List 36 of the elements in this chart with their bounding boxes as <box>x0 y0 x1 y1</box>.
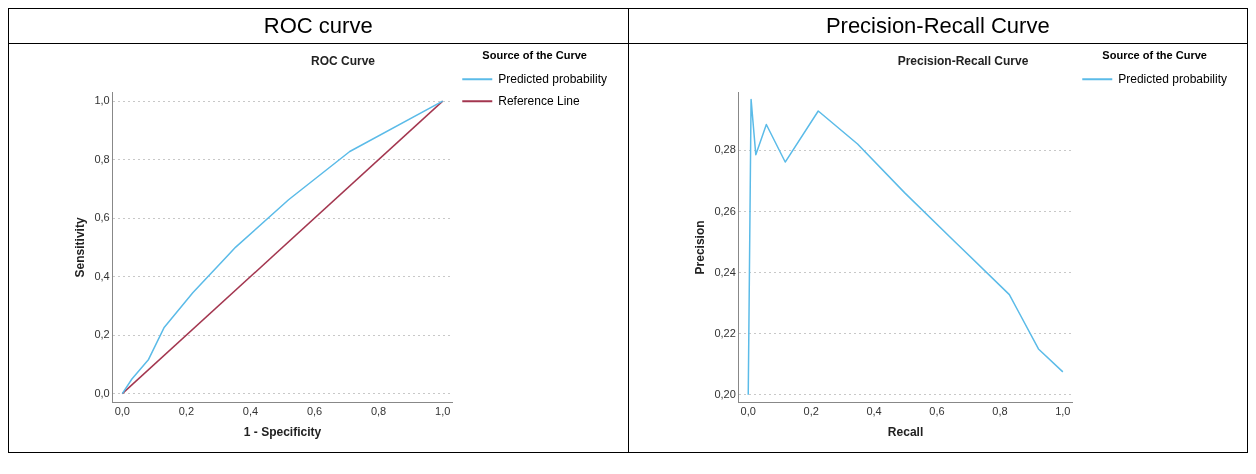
chart-title: Precision-Recall Curve <box>628 9 1247 44</box>
x-tick-label: 0,6 <box>306 405 323 418</box>
legend-title: Source of the Curve <box>1101 48 1207 61</box>
legend-label: Predicted probability <box>1117 71 1227 86</box>
x-tick-label: 0,2 <box>803 405 819 418</box>
y-tick-label: 0,4 <box>94 269 110 282</box>
x-tick-label: 0,8 <box>991 405 1008 418</box>
x-tick-label: 0,8 <box>370 405 387 418</box>
y-tick-label: 0,22 <box>713 326 736 339</box>
x-tick-label: 1,0 <box>435 405 451 418</box>
chart-title: ROC curve <box>9 9 628 44</box>
y-tick-label: 0,0 <box>94 386 110 399</box>
x-tick-label: 0,6 <box>928 405 945 418</box>
x-tick-label: 0,2 <box>178 405 195 418</box>
y-tick-label: 0,24 <box>713 265 736 278</box>
y-tick-label: 0,20 <box>713 387 736 400</box>
legend-label: Reference Line <box>498 93 580 108</box>
y-tick-label: 0,6 <box>94 211 110 224</box>
y-tick-label: 0,28 <box>713 143 736 156</box>
y-tick-label: 0,8 <box>94 152 110 165</box>
legend-label: Predicted probability <box>498 71 608 86</box>
y-tick-label: 1,0 <box>94 94 110 107</box>
legend-title: Source of the Curve <box>482 48 587 61</box>
y-tick-label: 0,26 <box>713 204 736 217</box>
x-tick-label: 0,0 <box>740 405 756 418</box>
x-axis-title: 1 - Specificity <box>243 425 322 440</box>
y-axis-title: Sensitivity <box>72 217 87 278</box>
x-axis-title: Recall <box>887 425 923 440</box>
x-tick-label: 1,0 <box>1054 405 1070 418</box>
chart-subtitle: ROC Curve <box>310 53 376 68</box>
x-tick-label: 0,4 <box>242 405 259 418</box>
y-tick-label: 0,2 <box>94 328 110 341</box>
y-axis-title: Precision <box>692 220 707 275</box>
x-tick-label: 0,4 <box>865 405 882 418</box>
chart-subtitle: Precision-Recall Curve <box>897 53 1029 68</box>
x-tick-label: 0,0 <box>114 405 130 418</box>
